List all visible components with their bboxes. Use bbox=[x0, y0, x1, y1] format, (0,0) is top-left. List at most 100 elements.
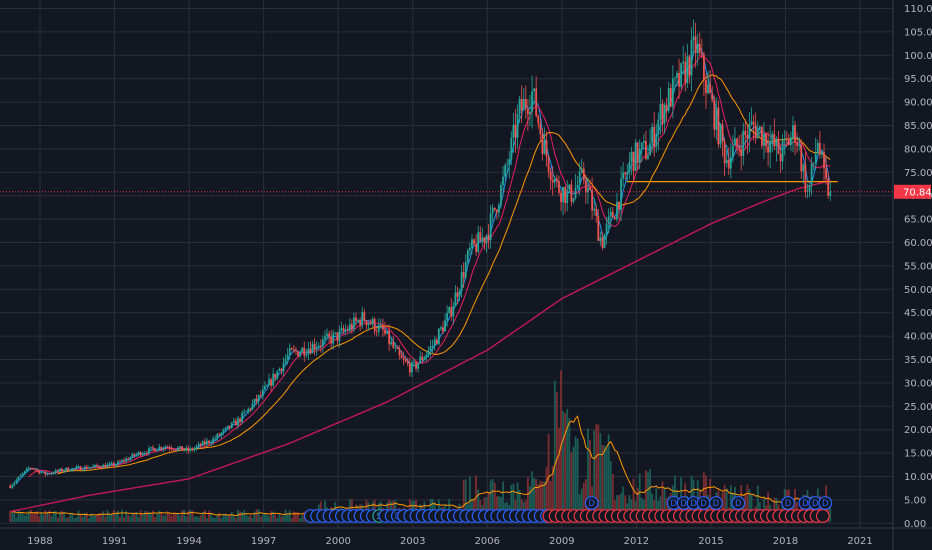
price-axis[interactable]: 0.00 5.00 10.00 15.00 20.00 25.00 30.00 35.00 40… bbox=[904, 4, 932, 530]
y-tick-label: 10.00 bbox=[904, 472, 932, 483]
candle-body bbox=[587, 187, 589, 193]
dividend-badge-circle[interactable] bbox=[781, 496, 795, 510]
volume-bar bbox=[191, 510, 194, 522]
dividend-badge-circle[interactable] bbox=[818, 496, 833, 510]
candle-body bbox=[800, 144, 803, 172]
candle-body bbox=[667, 88, 670, 111]
volume-bar bbox=[75, 517, 78, 522]
candle-body bbox=[369, 323, 372, 325]
candle-body bbox=[108, 463, 111, 465]
volume-bar bbox=[137, 517, 140, 522]
dividend-badge-label: D bbox=[735, 499, 742, 509]
volume-bar bbox=[154, 516, 157, 522]
candle-body bbox=[729, 157, 732, 169]
candle-body bbox=[760, 126, 763, 146]
candle-body bbox=[396, 347, 399, 349]
candle-body bbox=[489, 213, 492, 240]
dividend-badge[interactable]: D bbox=[584, 496, 599, 510]
candle-body bbox=[408, 363, 411, 373]
candle-body bbox=[738, 146, 741, 149]
candle-body bbox=[508, 159, 511, 165]
dividend-badge[interactable]: D bbox=[676, 496, 691, 510]
candle-body bbox=[232, 420, 235, 423]
candle-body bbox=[680, 63, 683, 87]
candle-body bbox=[145, 453, 148, 454]
candle-body bbox=[531, 91, 533, 112]
candle-body bbox=[23, 470, 26, 474]
volume-bar bbox=[756, 485, 759, 522]
time-axis[interactable]: 1988 1991 1994 1997 2000 2003 2006 2009 2012 2015… bbox=[27, 536, 873, 547]
candle-body bbox=[121, 460, 123, 462]
volume-bar bbox=[237, 509, 239, 522]
volume-bar bbox=[263, 513, 266, 522]
candle-body bbox=[148, 448, 150, 454]
candle-body bbox=[758, 126, 761, 129]
volume-bar bbox=[502, 481, 504, 522]
volume-bar bbox=[193, 516, 196, 522]
dividend-badge-circle[interactable] bbox=[584, 496, 599, 510]
candle-body bbox=[630, 151, 633, 163]
candle-body bbox=[812, 162, 815, 164]
volume-bar bbox=[145, 511, 148, 522]
candle-body bbox=[106, 464, 109, 468]
candle-body bbox=[305, 354, 308, 356]
volume-bar bbox=[164, 515, 167, 522]
candle-body bbox=[454, 292, 457, 307]
candle-body bbox=[193, 448, 196, 451]
dividend-badge[interactable]: D bbox=[709, 496, 723, 510]
candle-body bbox=[270, 379, 273, 386]
candle-body bbox=[328, 333, 330, 337]
candle-body bbox=[274, 373, 277, 379]
volume-bar bbox=[129, 516, 132, 522]
dividend-badge[interactable]: D bbox=[731, 496, 746, 510]
candle-body bbox=[773, 133, 776, 147]
candle-body bbox=[645, 140, 647, 159]
volume-bar bbox=[576, 438, 579, 522]
candle-body bbox=[382, 324, 384, 330]
candle-body bbox=[671, 78, 674, 107]
volume-bar bbox=[663, 487, 666, 522]
dividend-badge[interactable]: D bbox=[818, 496, 833, 510]
candle-body bbox=[156, 450, 159, 452]
candle-body bbox=[688, 56, 691, 76]
candle-body bbox=[763, 133, 765, 146]
candle-body bbox=[651, 126, 654, 144]
candle-body bbox=[363, 312, 366, 321]
candle-body bbox=[201, 441, 204, 446]
volume-bar bbox=[197, 517, 200, 522]
earnings-badge[interactable] bbox=[815, 509, 830, 523]
volume-moving-average bbox=[10, 415, 831, 517]
candle-body bbox=[379, 324, 382, 326]
candle-body bbox=[261, 389, 264, 396]
dividend-badge-circle[interactable] bbox=[709, 496, 723, 510]
candle-body bbox=[462, 272, 465, 278]
volume-bar bbox=[208, 510, 210, 522]
volume-bar bbox=[11, 513, 14, 522]
dividend-badge-circle[interactable] bbox=[731, 496, 746, 510]
volume-bar bbox=[162, 515, 165, 522]
candle-body bbox=[278, 368, 281, 371]
candle-body bbox=[721, 124, 724, 142]
dividend-badge[interactable]: D bbox=[696, 496, 711, 510]
candle-body bbox=[620, 178, 622, 210]
candle-body bbox=[150, 447, 152, 449]
candle-body bbox=[483, 237, 486, 243]
earnings-badge-circle[interactable] bbox=[815, 509, 830, 523]
volume-bar bbox=[616, 495, 618, 522]
dividend-badge[interactable]: D bbox=[781, 496, 795, 510]
candle-body bbox=[740, 148, 743, 156]
candle-body bbox=[783, 138, 786, 140]
candle-body bbox=[158, 446, 161, 451]
candle-body bbox=[348, 324, 351, 331]
volume-bar bbox=[42, 514, 45, 522]
volume-bar bbox=[48, 510, 51, 522]
candle-body bbox=[456, 292, 459, 297]
volume-bar bbox=[255, 509, 258, 522]
candle-body bbox=[125, 458, 128, 462]
candle-body bbox=[131, 454, 134, 458]
volume-bar bbox=[29, 509, 32, 522]
dividend-badge[interactable]: D bbox=[808, 496, 823, 510]
candle-body bbox=[259, 394, 262, 396]
event-badges[interactable]: SDDDDDDDDDDDD bbox=[303, 496, 833, 523]
